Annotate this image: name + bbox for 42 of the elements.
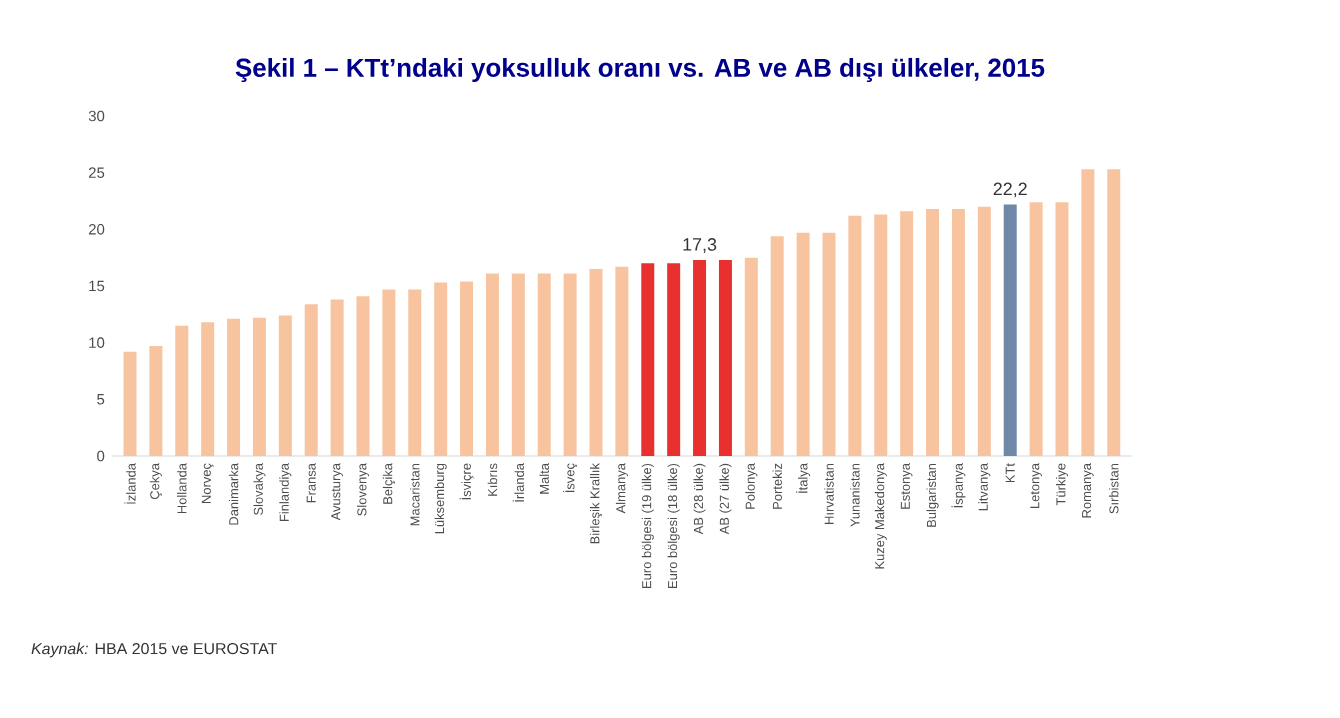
bar bbox=[175, 325, 189, 456]
bar bbox=[926, 208, 940, 456]
bar bbox=[951, 208, 965, 456]
bar bbox=[693, 259, 707, 456]
bar bbox=[382, 289, 396, 456]
bar bbox=[356, 296, 370, 456]
bar bbox=[485, 273, 499, 456]
bar bbox=[874, 214, 888, 456]
bar bbox=[1081, 169, 1095, 456]
bar bbox=[641, 263, 655, 456]
bar bbox=[589, 269, 603, 456]
bar bbox=[201, 322, 215, 456]
bar bbox=[511, 273, 525, 456]
bar bbox=[770, 236, 784, 456]
bar bbox=[822, 232, 836, 456]
bar bbox=[227, 318, 241, 456]
bar bbox=[900, 211, 914, 456]
bar bbox=[460, 281, 474, 456]
bar bbox=[848, 215, 862, 456]
bar bbox=[408, 289, 422, 456]
bar bbox=[1003, 204, 1017, 456]
bar bbox=[537, 273, 551, 456]
bar bbox=[718, 259, 732, 456]
chart-title: Şekil 1 – KTt’ndaki yoksulluk oranı vs. AB ve AB dışı ülkeler, 2015 bbox=[235, 57, 1045, 83]
bar bbox=[252, 317, 266, 456]
bar bbox=[330, 299, 344, 456]
bar bbox=[563, 273, 577, 456]
bar bbox=[1107, 169, 1121, 456]
bar bbox=[149, 346, 163, 456]
bar bbox=[434, 282, 448, 456]
bar bbox=[304, 304, 318, 456]
bar bbox=[1029, 202, 1043, 456]
bar bbox=[615, 266, 629, 456]
bar bbox=[744, 257, 758, 456]
bar bbox=[123, 351, 137, 456]
bar bbox=[977, 206, 991, 456]
data-label: 17,3 bbox=[683, 238, 717, 253]
bar bbox=[667, 263, 681, 456]
bar bbox=[796, 232, 810, 456]
bar bbox=[1055, 202, 1069, 456]
data-label: 22,2 bbox=[993, 182, 1027, 198]
bar bbox=[278, 315, 292, 456]
